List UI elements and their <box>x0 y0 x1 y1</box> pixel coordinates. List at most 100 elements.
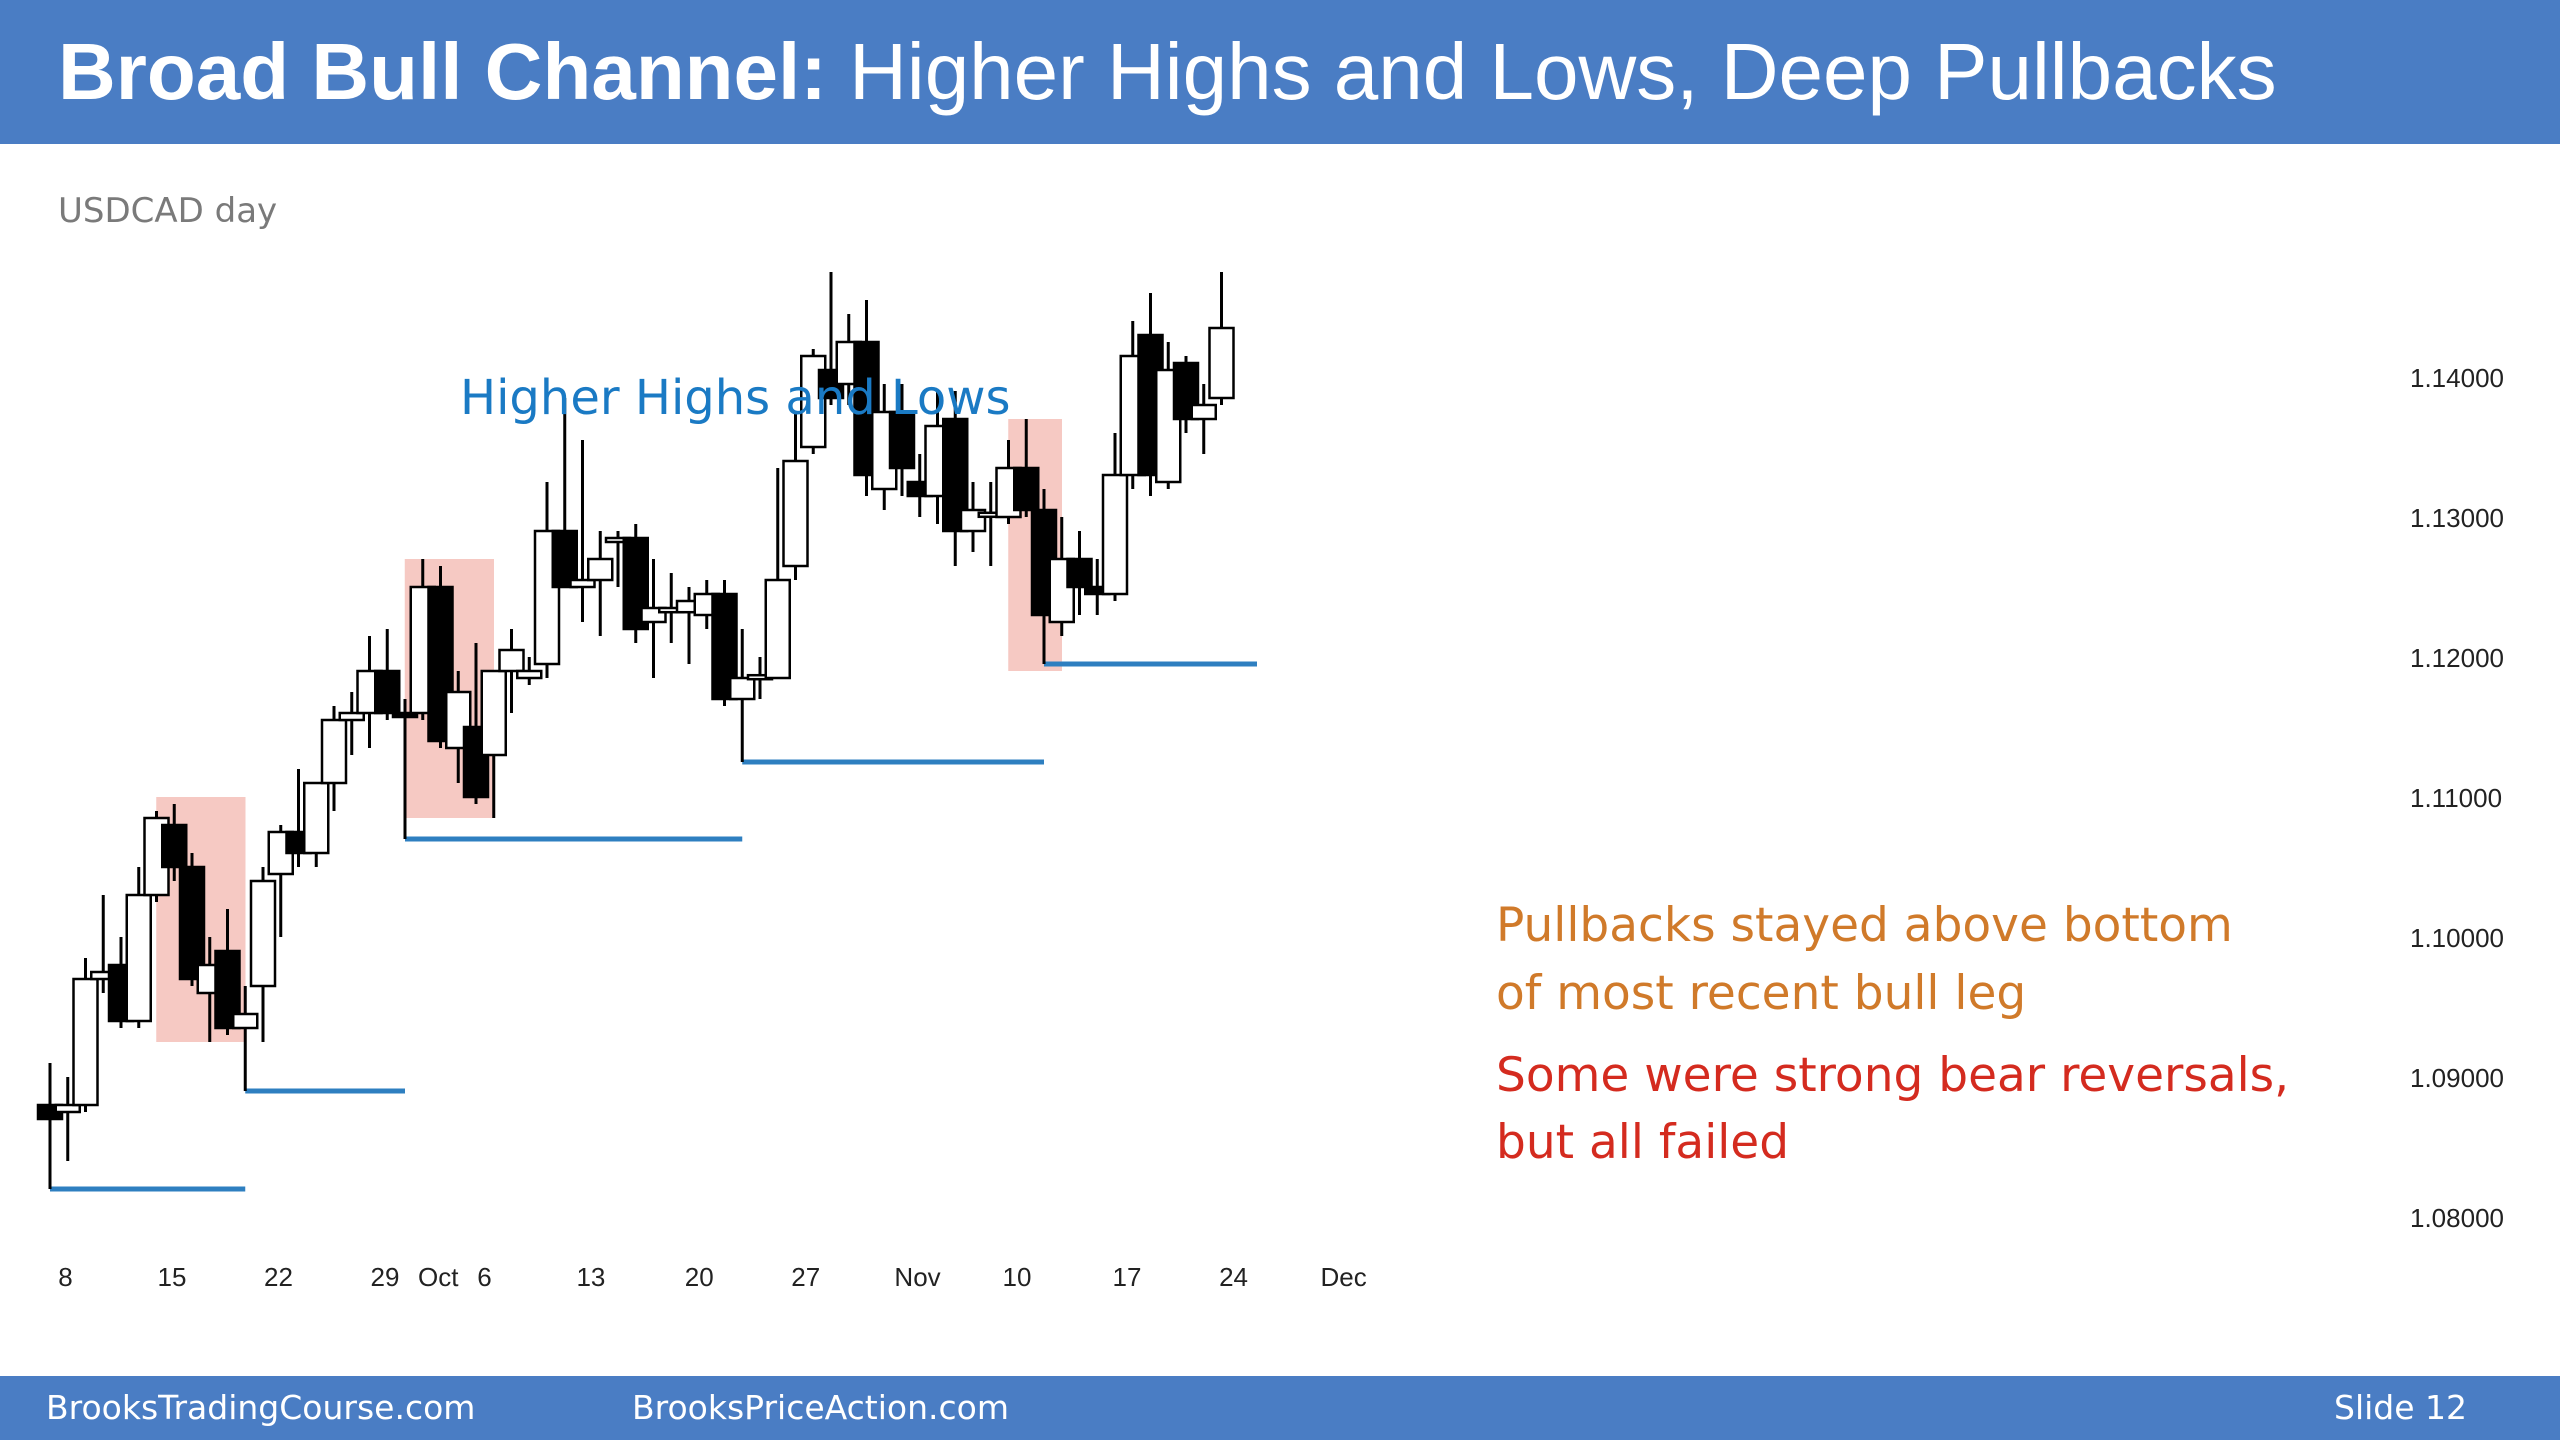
candle <box>232 986 259 1091</box>
candle-body <box>72 977 99 1107</box>
x-tick-label: Dec <box>1320 1262 1366 1292</box>
candle-body <box>232 1012 259 1030</box>
x-axis-ticks: 8 15 22 29 Oct 6 13 20 27 Nov 10 17 24 Dec <box>58 1262 1366 1292</box>
annotation-higher-highs: Higher Highs and Lows <box>460 370 1011 426</box>
footer-site-price-action: BrooksPriceAction.com <box>632 1388 1009 1427</box>
title-rest: Higher Highs and Lows, Deep Pullbacks <box>849 27 2277 116</box>
candle-body <box>374 669 401 715</box>
candle-body <box>249 879 277 988</box>
candle <box>338 692 365 755</box>
candle <box>249 867 277 1042</box>
candle-body <box>516 669 543 680</box>
candle <box>427 566 454 748</box>
candle <box>764 468 791 680</box>
y-tick-label: 1.11000 <box>2410 783 2502 813</box>
slide-title: Broad Bull Channel: Higher Highs and Low… <box>58 20 2277 124</box>
x-tick-label: Nov <box>894 1262 940 1292</box>
candle-body <box>711 592 738 701</box>
y-tick-label: 1.12000 <box>2410 643 2504 673</box>
candle <box>1208 272 1235 405</box>
candle-body <box>569 578 596 589</box>
support-lines <box>50 661 1257 1192</box>
y-tick-label: 1.10000 <box>2410 923 2504 953</box>
candle <box>871 384 898 510</box>
candle-body <box>498 648 525 673</box>
chart-subtitle: USDCAD day <box>58 191 277 231</box>
title-bold: Broad Bull Channel: <box>58 27 827 116</box>
x-tick-label: 20 <box>685 1262 714 1292</box>
candle <box>551 398 578 589</box>
x-tick-label: 8 <box>58 1262 72 1292</box>
candle-body <box>391 711 419 719</box>
candle <box>1172 356 1200 433</box>
x-tick-label: 10 <box>1003 1262 1032 1292</box>
candle-body <box>1190 403 1217 421</box>
candle <box>480 669 507 818</box>
annotation-reversals-line2: but all failed <box>1496 1115 1789 1170</box>
candle-body <box>888 410 916 470</box>
candle-body <box>125 893 152 1023</box>
candle <box>161 804 188 881</box>
candle-body <box>338 711 365 722</box>
candle-body <box>303 781 330 855</box>
candle-body <box>1066 557 1093 589</box>
annotation-pullbacks-line1: Pullbacks stayed above bottom <box>1496 898 2233 953</box>
candle-body <box>161 823 188 869</box>
candle <box>1066 531 1093 615</box>
annotation-pullbacks-line2: of most recent bull leg <box>1496 966 2026 1021</box>
y-tick-label: 1.13000 <box>2410 503 2504 533</box>
y-tick-label: 1.14000 <box>2410 363 2504 393</box>
candlestick-chart: 1.14000 1.13000 1.12000 1.11000 1.10000 1.090… <box>36 191 2504 1292</box>
candle-body <box>782 459 809 568</box>
y-tick-label: 1.09000 <box>2410 1063 2504 1093</box>
candle-body <box>729 676 756 701</box>
x-tick-label: 29 <box>371 1262 400 1292</box>
candle <box>711 580 738 706</box>
slide-header: Broad Bull Channel: Higher Highs and Low… <box>0 0 2560 144</box>
candle <box>622 524 649 643</box>
candle <box>320 706 348 811</box>
x-tick-label: 17 <box>1113 1262 1142 1292</box>
candle <box>391 699 419 839</box>
candle <box>36 1063 64 1189</box>
candle <box>587 531 614 636</box>
candle-body <box>480 669 507 757</box>
annotation-reversals-line1: Some were strong bear reversals, <box>1496 1048 2289 1103</box>
candles <box>36 272 1235 1189</box>
slide-footer: BrooksTradingCourse.com BrooksPriceActio… <box>0 1376 2560 1440</box>
candle <box>516 657 543 685</box>
candle <box>782 412 809 580</box>
candle <box>498 629 525 713</box>
candle <box>54 1077 81 1161</box>
candle <box>125 867 152 1028</box>
x-tick-label: 13 <box>576 1262 605 1292</box>
x-tick-label: 6 <box>477 1262 491 1292</box>
x-tick-label: Oct <box>418 1262 459 1292</box>
candle <box>178 853 206 986</box>
candle <box>1101 433 1129 601</box>
candle <box>374 629 401 720</box>
candle-body <box>178 865 206 981</box>
candle-body <box>551 529 578 589</box>
candle <box>569 440 596 622</box>
candle <box>640 559 667 678</box>
highlight-boxes <box>156 419 1062 1042</box>
slide-number: Slide 12 <box>2334 1388 2468 1427</box>
candle <box>729 629 756 762</box>
candle-body <box>1013 466 1040 512</box>
candle <box>1190 384 1217 454</box>
candle-body <box>1101 473 1129 596</box>
candle-body <box>320 718 348 785</box>
x-tick-label: 22 <box>264 1262 293 1292</box>
y-axis-ticks: 1.14000 1.13000 1.12000 1.11000 1.10000 1.090… <box>2410 363 2504 1233</box>
x-tick-label: 15 <box>158 1262 187 1292</box>
candle-body <box>54 1103 81 1114</box>
candle <box>72 958 99 1112</box>
candle <box>1013 419 1040 517</box>
x-tick-label: 24 <box>1219 1262 1248 1292</box>
x-tick-label: 27 <box>791 1262 820 1292</box>
candle-body <box>587 557 614 582</box>
footer-site-course: BrooksTradingCourse.com <box>46 1388 476 1427</box>
candle <box>888 384 916 496</box>
candle-body <box>764 578 791 680</box>
